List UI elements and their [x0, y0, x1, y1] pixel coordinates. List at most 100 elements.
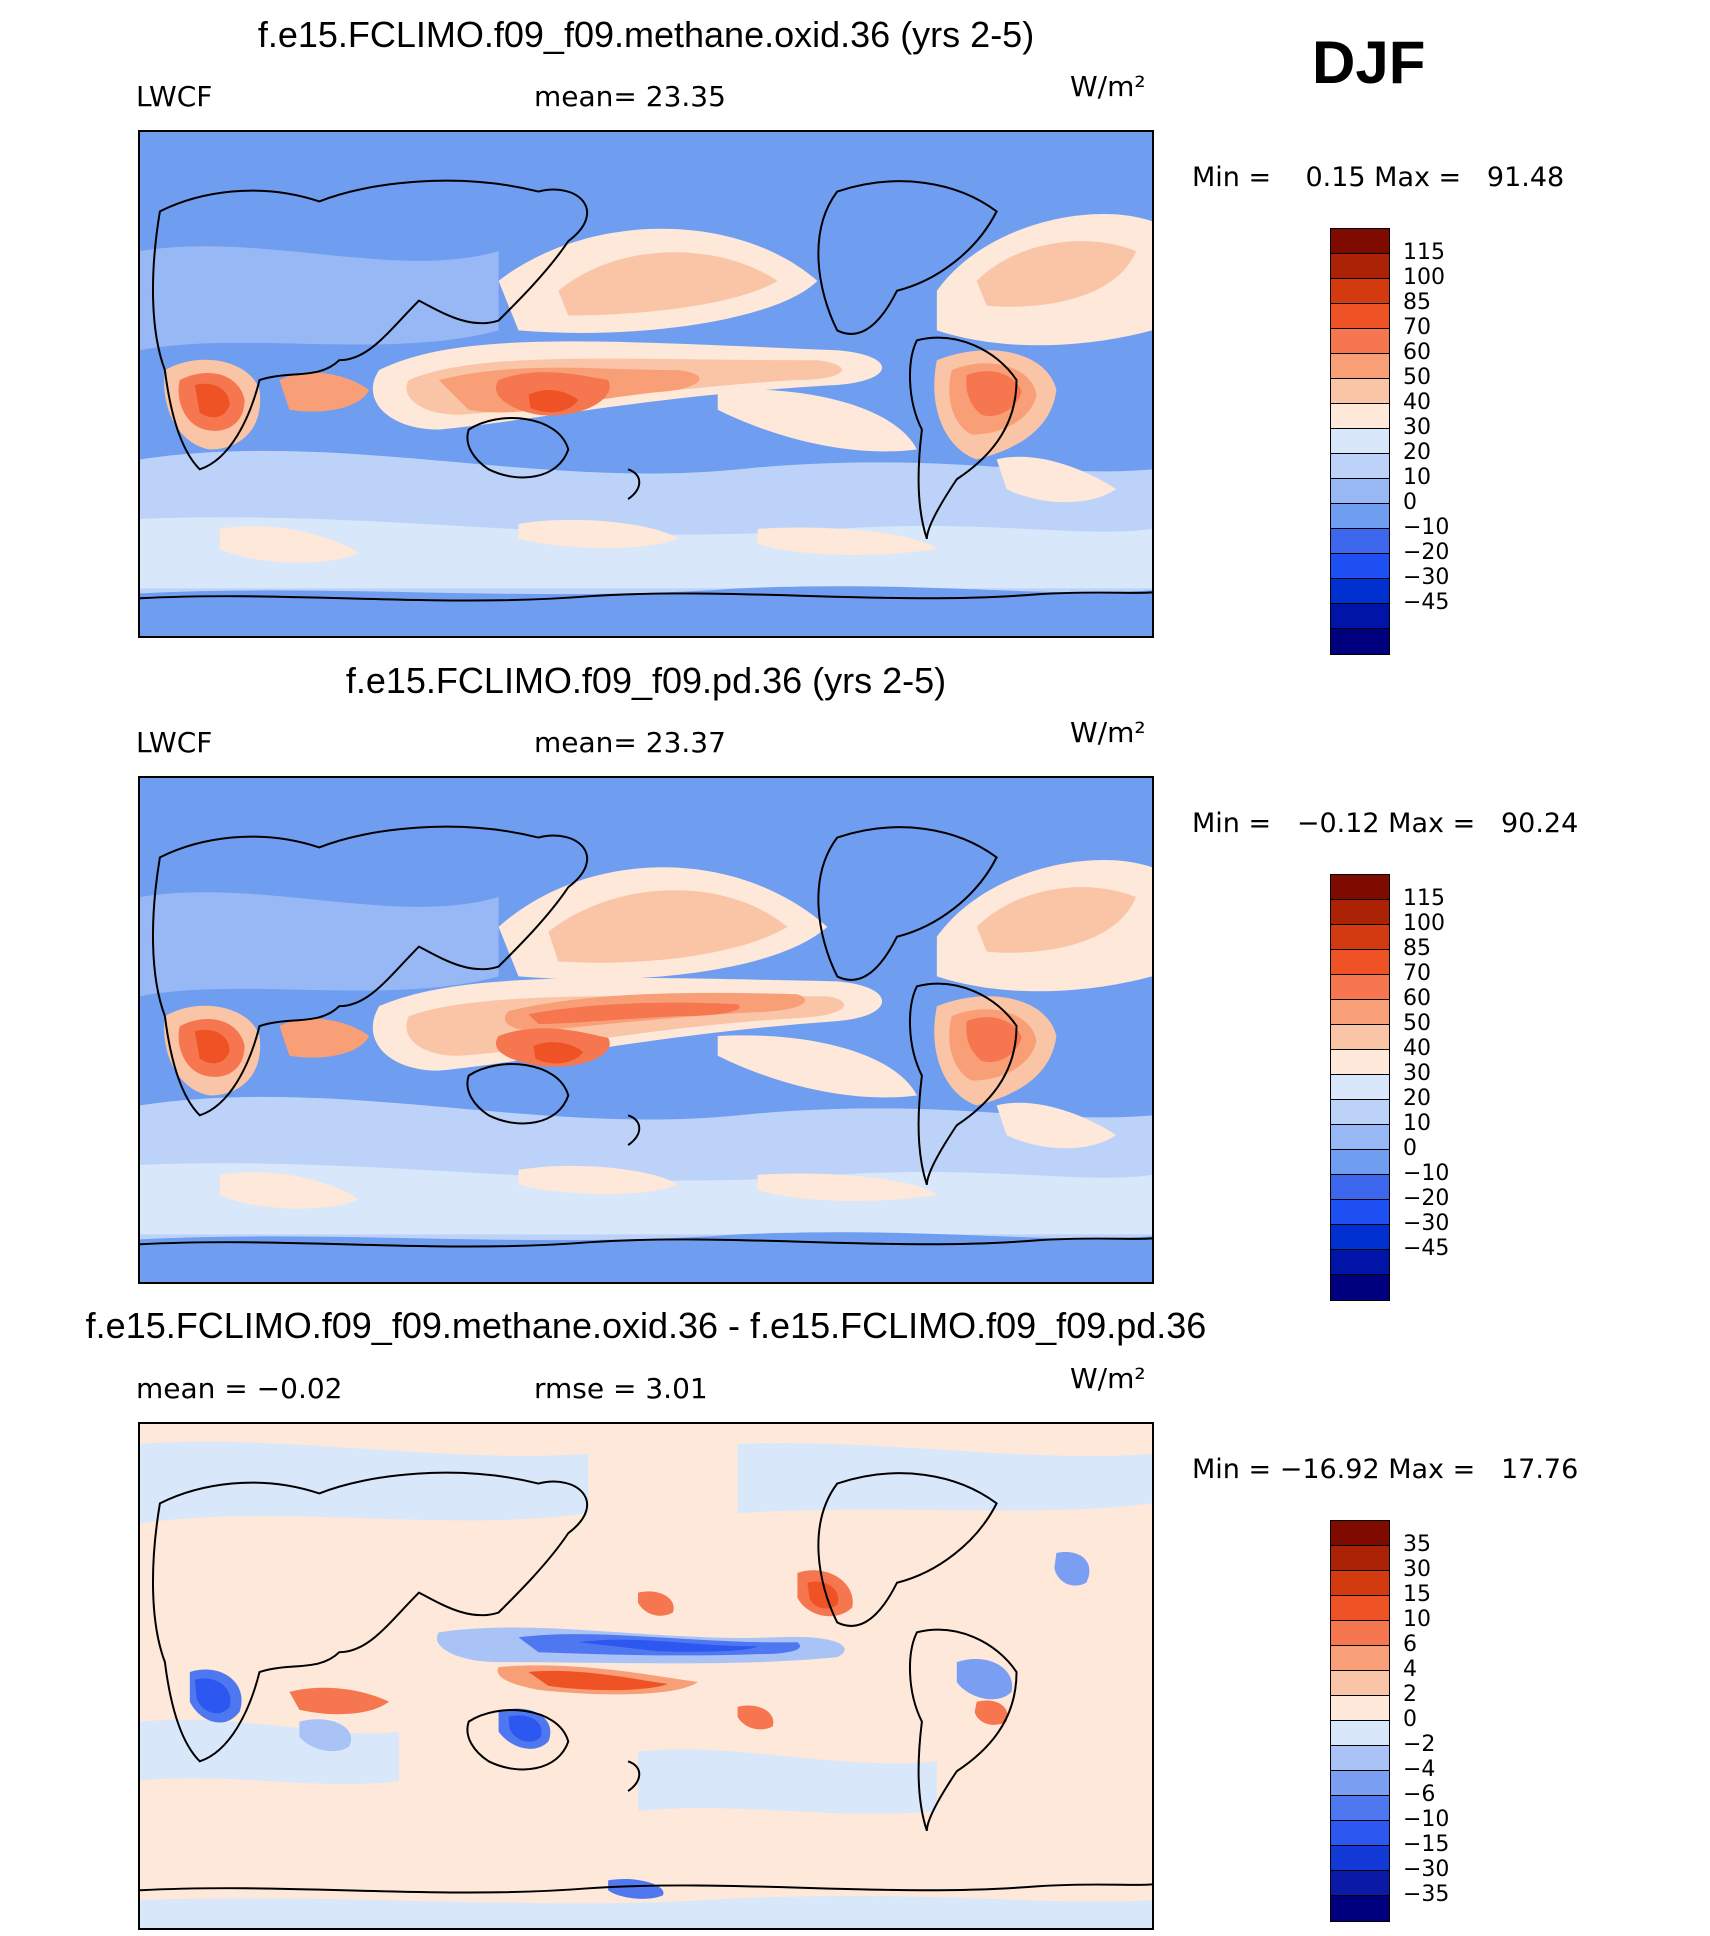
colorbar-cell	[1331, 925, 1389, 950]
colorbar-cell	[1331, 900, 1389, 925]
colorbar-tick-label: 40	[1403, 1036, 1431, 1061]
panel-3-map	[138, 1422, 1154, 1930]
colorbar-cell	[1331, 454, 1389, 479]
panel-3-units-label: W/m²	[1070, 1362, 1146, 1395]
colorbar-tick-label: 30	[1403, 1557, 1431, 1582]
colorbar-tick-label: 4	[1403, 1657, 1417, 1682]
colorbar-tick-label: −45	[1403, 1236, 1450, 1261]
colorbar-tick-label: −6	[1403, 1782, 1436, 1807]
colorbar-cell	[1331, 1100, 1389, 1125]
panel-1-title: f.e15.FCLIMO.f09_f09.methane.oxid.36 (yr…	[257, 14, 1035, 55]
colorbar-cell	[1331, 1521, 1389, 1546]
panel-1-colorbar	[1330, 228, 1390, 655]
colorbar-tick-label: −30	[1403, 1211, 1450, 1236]
colorbar-tick-label: −30	[1403, 565, 1450, 590]
colorbar-cell	[1331, 875, 1389, 900]
panel-2-map	[138, 776, 1154, 1284]
colorbar-cell	[1331, 329, 1389, 354]
colorbar-tick-label: 60	[1403, 340, 1431, 365]
colorbar-tick-label: 70	[1403, 315, 1431, 340]
colorbar-cell	[1331, 1150, 1389, 1175]
colorbar-tick-label: 10	[1403, 465, 1431, 490]
season-label: DJF	[1312, 29, 1426, 96]
colorbar-tick-label: −30	[1403, 1857, 1450, 1882]
panel-1-units-label: W/m²	[1070, 70, 1146, 103]
colorbar-tick-label: 100	[1403, 911, 1445, 936]
colorbar-cell	[1331, 479, 1389, 504]
colorbar-tick-label: 30	[1403, 415, 1431, 440]
colorbar-cell	[1331, 1571, 1389, 1596]
colorbar-tick-label: 35	[1403, 1532, 1431, 1557]
panel-1-mean-label: mean= 23.35	[534, 80, 726, 113]
colorbar-cell	[1331, 279, 1389, 304]
colorbar-tick-label: 0	[1403, 490, 1417, 515]
colorbar-cell	[1331, 1546, 1389, 1571]
colorbar-tick-label: 70	[1403, 961, 1431, 986]
panel-1-map	[138, 130, 1154, 638]
panel-2-colorbar	[1330, 874, 1390, 1301]
colorbar-tick-label: −20	[1403, 540, 1450, 565]
panel-1-minmax: Min = 0.15 Max = 91.48	[1192, 162, 1565, 193]
colorbar-cell	[1331, 1646, 1389, 1671]
colorbar-cell	[1331, 1771, 1389, 1796]
colorbar-tick-label: −10	[1403, 515, 1450, 540]
colorbar-tick-label: −10	[1403, 1161, 1450, 1186]
colorbar-cell	[1331, 379, 1389, 404]
colorbar-tick-label: 50	[1403, 1011, 1431, 1036]
colorbar-tick-label: 20	[1403, 1086, 1431, 1111]
colorbar-tick-label: 0	[1403, 1707, 1417, 1732]
colorbar-tick-label: 60	[1403, 986, 1431, 1011]
colorbar-cell	[1331, 950, 1389, 975]
colorbar-cell	[1331, 1250, 1389, 1275]
colorbar-cell	[1331, 229, 1389, 254]
colorbar-cell	[1331, 604, 1389, 629]
panel-2-variable-label: LWCF	[136, 726, 213, 759]
colorbar-cell	[1331, 1175, 1389, 1200]
colorbar-tick-label: 6	[1403, 1632, 1417, 1657]
colorbar-tick-label: −10	[1403, 1807, 1450, 1832]
panel-3-title: f.e15.FCLIMO.f09_f09.methane.oxid.36 - f…	[85, 1305, 1207, 1346]
colorbar-cell	[1331, 1621, 1389, 1646]
colorbar-cell	[1331, 1671, 1389, 1696]
colorbar-cell	[1331, 1896, 1389, 1921]
colorbar-cell	[1331, 629, 1389, 654]
colorbar-cell	[1331, 354, 1389, 379]
colorbar-cell	[1331, 1225, 1389, 1250]
panel-3-colorbar	[1330, 1520, 1390, 1922]
colorbar-tick-label: 30	[1403, 1061, 1431, 1086]
colorbar-tick-label: 115	[1403, 240, 1445, 265]
panel-3-rmse-label: rmse = 3.01	[534, 1372, 708, 1405]
colorbar-cell	[1331, 1846, 1389, 1871]
colorbar-tick-label: 10	[1403, 1607, 1431, 1632]
colorbar-tick-label: 0	[1403, 1136, 1417, 1161]
panel-3-mean-label: mean = −0.02	[136, 1372, 343, 1405]
colorbar-tick-label: 100	[1403, 265, 1445, 290]
colorbar-tick-label: −4	[1403, 1757, 1436, 1782]
panel-3-minmax: Min = −16.92 Max = 17.76	[1192, 1454, 1579, 1485]
colorbar-tick-label: 85	[1403, 290, 1431, 315]
colorbar-tick-label: −2	[1403, 1732, 1436, 1757]
colorbar-tick-label: 10	[1403, 1111, 1431, 1136]
colorbar-tick-label: 2	[1403, 1682, 1417, 1707]
colorbar-cell	[1331, 529, 1389, 554]
colorbar-cell	[1331, 1821, 1389, 1846]
colorbar-tick-label: −45	[1403, 590, 1450, 615]
colorbar-cell	[1331, 1025, 1389, 1050]
colorbar-tick-label: −20	[1403, 1186, 1450, 1211]
colorbar-cell	[1331, 1871, 1389, 1896]
colorbar-cell	[1331, 1596, 1389, 1621]
colorbar-cell	[1331, 504, 1389, 529]
colorbar-cell	[1331, 1000, 1389, 1025]
colorbar-cell	[1331, 1696, 1389, 1721]
colorbar-cell	[1331, 304, 1389, 329]
colorbar-cell	[1331, 1075, 1389, 1100]
colorbar-tick-label: 50	[1403, 365, 1431, 390]
colorbar-cell	[1331, 429, 1389, 454]
colorbar-cell	[1331, 1275, 1389, 1300]
panel-2-title: f.e15.FCLIMO.f09_f09.pd.36 (yrs 2-5)	[345, 660, 947, 701]
colorbar-cell	[1331, 1125, 1389, 1150]
colorbar-cell	[1331, 1200, 1389, 1225]
panel-2-mean-label: mean= 23.37	[534, 726, 726, 759]
colorbar-cell	[1331, 579, 1389, 604]
colorbar-cell	[1331, 1721, 1389, 1746]
